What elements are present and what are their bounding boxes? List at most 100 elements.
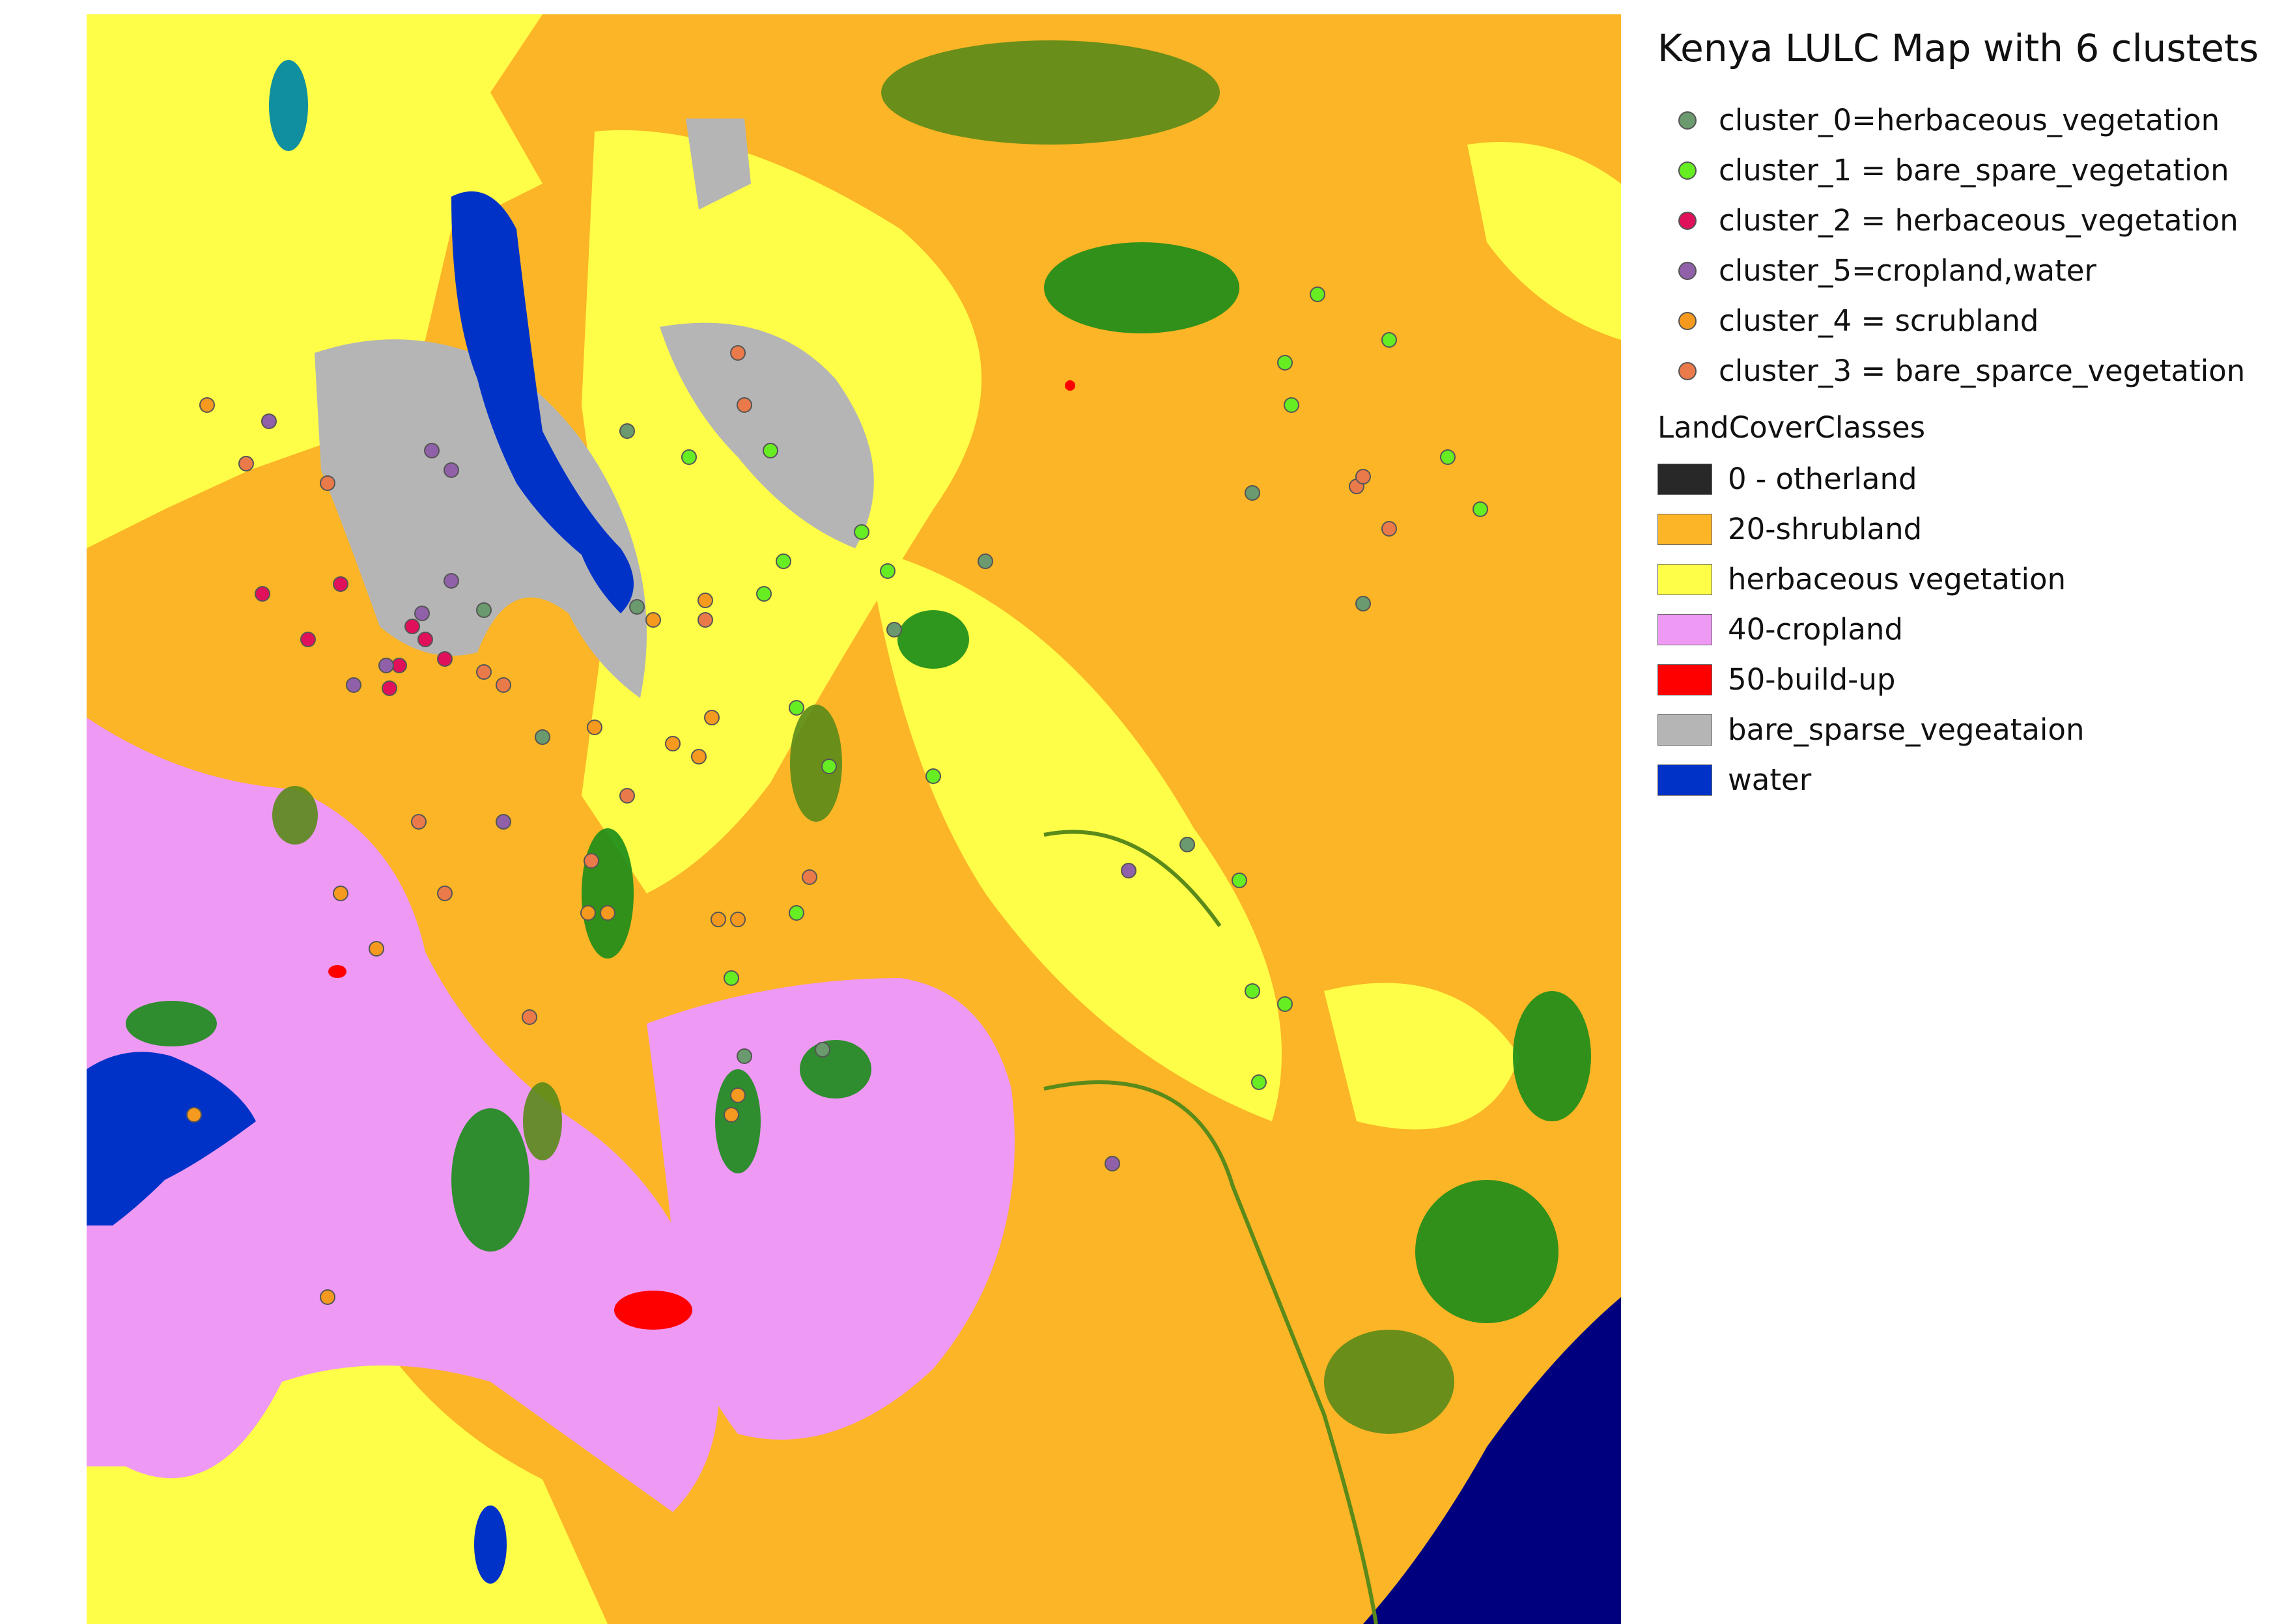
- cluster-5-marker-icon: [1678, 261, 1697, 280]
- sample-point-c3: [730, 345, 746, 361]
- sample-point-c5: [378, 658, 394, 673]
- sample-point-c5: [414, 606, 430, 621]
- legend-item-cluster-0: cluster_0=herbaceous_vegetation: [1657, 95, 2276, 145]
- sample-point-c3: [584, 853, 599, 869]
- sample-point-c1: [1381, 332, 1397, 348]
- lulc-map-canvas[interactable]: [87, 14, 1621, 1624]
- cluster-3-marker-icon: [1678, 361, 1697, 380]
- sample-point-c1: [1284, 397, 1299, 413]
- forest-patch-10: [1513, 991, 1591, 1121]
- sample-point-c4: [369, 941, 384, 957]
- cropland-region-0: [87, 718, 720, 1512]
- forest-patch-11: [582, 828, 634, 959]
- sample-point-c1: [681, 449, 697, 465]
- sample-point-c1: [756, 586, 772, 602]
- landcover-header: LandCoverClasses: [1657, 410, 1926, 445]
- indian-ocean: [1363, 1297, 1621, 1624]
- forest-patch-7: [126, 1001, 217, 1046]
- sample-point-c1: [1473, 501, 1488, 517]
- sample-point-c1: [789, 700, 804, 716]
- legend-item-label: 40-cropland: [1728, 612, 1904, 647]
- sample-point-c1: [1245, 983, 1260, 999]
- legend-item-label: cluster_5=cropland,water: [1719, 253, 2096, 288]
- bare-region-1: [660, 322, 874, 548]
- cluster-0-marker-icon: [1678, 111, 1697, 130]
- legend-item-label: cluster_2 = herbaceous_vegetation: [1719, 203, 2238, 238]
- sample-point-c4: [587, 720, 602, 735]
- sample-point-c0: [815, 1042, 830, 1057]
- legend-item-label: cluster_4 = scrubland: [1719, 303, 2039, 338]
- sample-point-c1: [1440, 449, 1456, 465]
- landcover-legend: 0 - otherland 20-shrubland herbaceous ve…: [1657, 454, 2276, 805]
- herbaceous-region-6: [1467, 142, 1621, 340]
- sample-point-c0: [476, 602, 492, 618]
- legend-item-cluster-2: cluster_2 = herbaceous_vegetation: [1657, 195, 2276, 245]
- sample-point-c0: [886, 622, 902, 637]
- sample-point-c5: [444, 573, 459, 589]
- cluster-4-marker-icon: [1678, 311, 1697, 330]
- lulc-map[interactable]: [87, 14, 1621, 1624]
- legend-item-label: cluster_1 = bare_spare_vegetation: [1719, 153, 2229, 188]
- buildup-nairobi: [614, 1291, 692, 1330]
- sample-point-c4: [730, 912, 746, 927]
- sample-point-c0: [1245, 485, 1260, 501]
- lake-turkana: [451, 191, 634, 613]
- legend-item-cropland: 40-cropland: [1657, 604, 2276, 654]
- legend-item-cluster-5: cluster_5=cropland,water: [1657, 245, 2276, 296]
- sample-point-c2: [437, 651, 453, 667]
- herbaceous-region-0: [87, 14, 543, 548]
- sample-point-c5: [261, 413, 277, 429]
- sample-point-c1: [1232, 873, 1247, 888]
- sample-point-c1: [854, 524, 869, 540]
- buildup-kisumu: [328, 965, 346, 978]
- legend-item-shrubland: 20-shrubland: [1657, 504, 2276, 554]
- sample-point-c0: [619, 423, 635, 439]
- herbaceous-region-1: [582, 130, 982, 893]
- legend-item-bare: bare_sparse_vegeataion: [1657, 705, 2276, 755]
- herbaceous-region-5: [1324, 983, 1519, 1130]
- sample-point-c3: [1355, 469, 1371, 484]
- river-ewaso: [1043, 830, 1222, 927]
- sample-point-c1: [1277, 996, 1293, 1012]
- sample-point-c4: [665, 736, 681, 751]
- sample-point-c1: [821, 759, 837, 774]
- sample-point-c3: [411, 814, 427, 830]
- sample-point-c1: [763, 443, 778, 458]
- sample-point-c1: [880, 563, 895, 579]
- legend-item-label: herbaceous vegetation: [1728, 562, 2066, 596]
- sample-point-c3: [698, 612, 713, 628]
- bare-region-0: [315, 339, 647, 698]
- sample-point-c0: [1179, 837, 1195, 852]
- legend-item-label: cluster_3 = bare_sparce_vegetation: [1719, 354, 2246, 388]
- sample-point-c3: [437, 886, 453, 901]
- sample-point-c3: [476, 664, 492, 680]
- sample-point-c2: [404, 619, 420, 634]
- sample-point-c4: [704, 710, 720, 725]
- herbaceous-swatch: [1657, 563, 1712, 595]
- buildup-north: [1065, 380, 1075, 391]
- sample-point-c4: [186, 1107, 202, 1123]
- shrubland-swatch: [1657, 513, 1712, 545]
- sample-point-c1: [925, 768, 941, 784]
- legend-item-label: cluster_0=herbaceous_vegetation: [1719, 103, 2220, 137]
- legend-item-label: bare_sparse_vegeataion: [1728, 712, 2085, 747]
- forest-patch-1: [1044, 242, 1239, 333]
- otherland-swatch: [1657, 463, 1712, 495]
- sample-point-c3: [1381, 521, 1397, 537]
- sample-point-c3: [619, 788, 635, 804]
- bare-swatch: [1657, 714, 1712, 746]
- sample-point-c5: [346, 677, 361, 693]
- sample-point-c0: [737, 1048, 752, 1064]
- lake-natron: [474, 1505, 507, 1584]
- cluster-legend: cluster_0=herbaceous_vegetation cluster_…: [1657, 95, 2276, 396]
- legend-item-cluster-3: cluster_3 = bare_sparce_vegetation: [1657, 346, 2276, 396]
- sample-point-c2: [255, 586, 270, 602]
- sample-point-c5: [424, 443, 440, 458]
- forest-patch-4: [715, 1069, 761, 1173]
- map-legend: Kenya LULC Map with 6 clustets cluster_0…: [1657, 26, 2276, 805]
- wetland-north: [269, 60, 308, 151]
- legend-item-herbaceous: herbaceous vegetation: [1657, 554, 2276, 604]
- sample-point-c4: [199, 397, 215, 413]
- sample-point-c1: [1277, 355, 1293, 371]
- forest-patch-8: [1415, 1180, 1558, 1323]
